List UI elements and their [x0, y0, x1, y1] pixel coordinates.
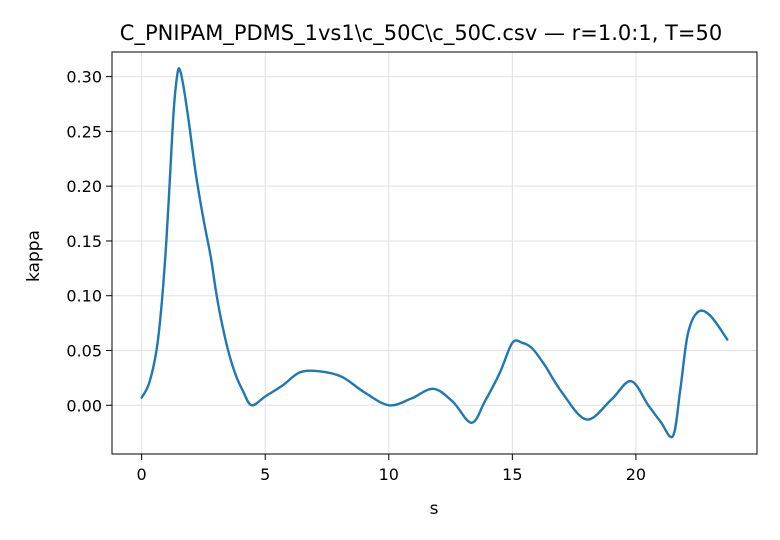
x-tick-label: 10 [379, 465, 399, 484]
plot-frame [111, 51, 758, 455]
x-tick-label: 15 [502, 465, 522, 484]
y-tick-label: 0.25 [66, 122, 102, 141]
y-tick-label: 0.15 [66, 232, 102, 251]
y-tick-label: 0.00 [66, 396, 102, 415]
x-tick-label: 5 [260, 465, 270, 484]
grid [112, 52, 757, 454]
y-tick-label: 0.30 [66, 68, 102, 87]
series-layer [140, 67, 729, 439]
x-tick-label: 0 [137, 465, 147, 484]
y-tick-label: 0.10 [66, 287, 102, 306]
x-tick-label: 20 [626, 465, 646, 484]
x-axis-label: s [430, 499, 439, 519]
y-tick-label: 0.20 [66, 177, 102, 196]
tick-layer: 0 5 10 15 20 0.00 0.05 0.10 0.15 0.20 0.25 0.30 [66, 68, 646, 484]
y-axis-label: kappa [24, 230, 44, 282]
y-tick-label: 0.05 [66, 341, 102, 360]
series-line [140, 67, 729, 439]
chart-title: C_PNIPAM_PDMS_1vs1\c_50C\c_50C.csv — r=1… [120, 21, 722, 46]
